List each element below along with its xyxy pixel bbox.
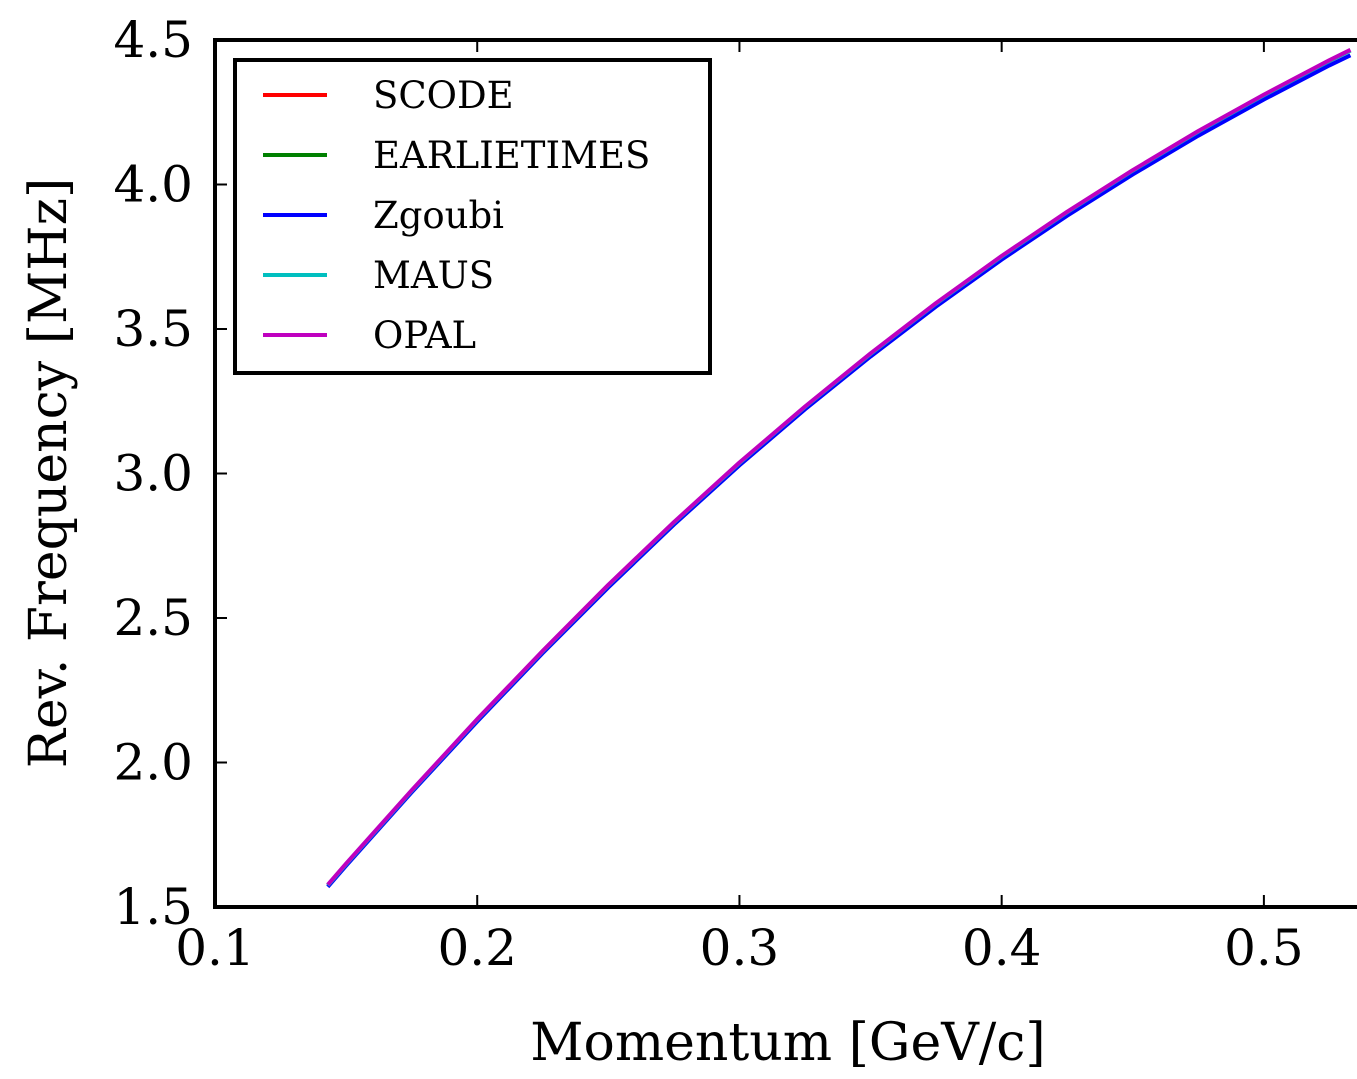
- legend-label-opal: OPAL: [373, 314, 476, 357]
- series-layer: [326, 48, 1352, 889]
- legend-label-earlietimes: EARLIETIMES: [373, 134, 650, 177]
- y-tick-label-6: 4.5: [113, 11, 193, 69]
- series-line-opal: [326, 48, 1352, 887]
- legend-label-scode: SCODE: [373, 74, 514, 117]
- y-tick-label-2: 2.5: [113, 589, 193, 647]
- tick-labels-layer: 0.1 0.2 0.3 0.4 0.5 1.5 2.0 2.5 3.0 3.5 4.0 4.5: [113, 11, 1303, 977]
- x-tick-label-0: 0.1: [175, 919, 255, 977]
- y-tick-label-1: 2.0: [113, 734, 193, 792]
- x-tick-label-3: 0.4: [962, 919, 1042, 977]
- legend-label-zgoubi: Zgoubi: [373, 194, 504, 237]
- x-tick-label-4: 0.5: [1224, 919, 1304, 977]
- x-axis-title: Momentum [GeV/c]: [530, 1013, 1045, 1073]
- y-axis-title: Rev. Frequency [MHz]: [19, 178, 79, 769]
- y-tick-label-4: 3.5: [113, 300, 193, 358]
- legend-items: SCODE EARLIETIMES Zgoubi MAUS OPAL: [263, 74, 650, 357]
- legend-label-maus: MAUS: [373, 254, 494, 297]
- y-tick-label-0: 1.5: [113, 878, 193, 936]
- y-tick-label-5: 4.0: [113, 156, 193, 214]
- legend: SCODE EARLIETIMES Zgoubi MAUS OPAL: [233, 58, 712, 375]
- x-tick-label-2: 0.3: [700, 919, 780, 977]
- ticks-layer: [214, 39, 1265, 908]
- y-tick-label-3: 3.0: [113, 445, 193, 503]
- x-tick-label-1: 0.2: [437, 919, 517, 977]
